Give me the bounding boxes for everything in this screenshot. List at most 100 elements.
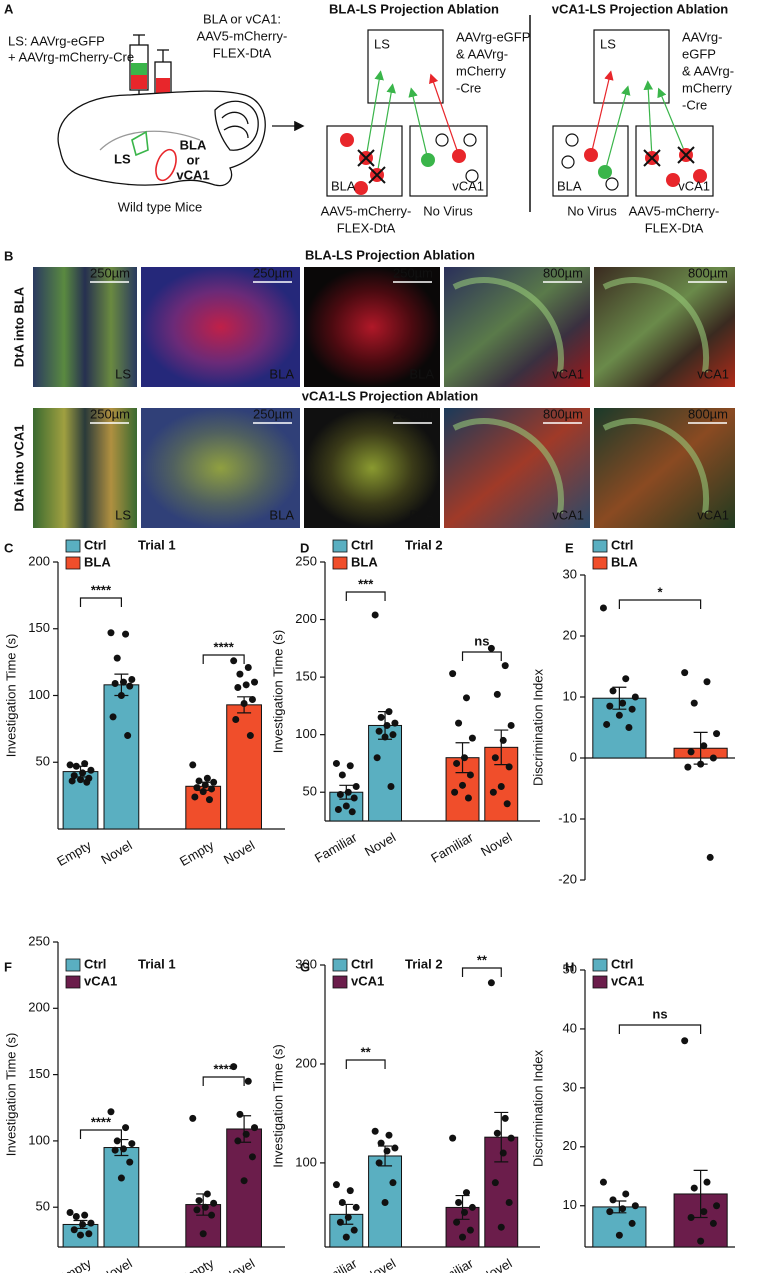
data-point — [346, 762, 354, 770]
y-tick-label: 50 — [36, 754, 50, 769]
scale-label: 250µm — [393, 265, 433, 280]
data-point — [107, 1108, 115, 1116]
y-tick-label: 150 — [28, 620, 50, 635]
y-tick-label: 200 — [295, 1055, 317, 1070]
virus-text: -Cre — [682, 97, 707, 112]
significance-bracket — [618, 599, 702, 609]
x-tick-label: Familiar — [428, 1255, 476, 1273]
data-point — [122, 630, 130, 638]
data-point — [468, 734, 476, 742]
y-tick-label: 20 — [563, 627, 577, 642]
significance-bracket — [345, 1059, 386, 1069]
data-point — [391, 1144, 399, 1152]
y-tick-label: 50 — [563, 961, 577, 976]
data-point — [248, 696, 256, 704]
scheme-title: vCA1-LS Projection Ablation — [552, 1, 729, 16]
data-point — [342, 802, 350, 810]
legend-label: BLA — [611, 554, 638, 569]
significance-bracket — [461, 967, 502, 977]
data-point — [111, 679, 119, 687]
legend-label: BLA — [351, 554, 378, 569]
chart-title: Trial 2 — [405, 956, 443, 971]
virus-text: AAV5-mCherry- — [321, 203, 412, 218]
error-bar — [237, 696, 252, 714]
data-point — [338, 771, 346, 779]
x-tick-label: Novel — [478, 830, 514, 860]
significance-label: **** — [214, 639, 235, 654]
data-point — [205, 796, 213, 804]
data-point — [195, 1197, 203, 1205]
data-point — [352, 1203, 360, 1211]
panel-label: F — [4, 959, 12, 974]
y-tick-label: 30 — [563, 566, 577, 581]
y-tick-label: 150 — [295, 669, 317, 684]
panel-label: E — [565, 540, 574, 555]
scale-label: 250µm — [90, 265, 130, 280]
caption: Wild type Mice — [118, 199, 203, 214]
region-label: vCA1 — [176, 167, 209, 182]
legend-swatch — [592, 556, 608, 570]
panel-label: A — [4, 1, 14, 16]
data-point — [373, 754, 381, 762]
significance-label: **** — [91, 1114, 112, 1129]
data-point — [501, 662, 509, 670]
box-label: vCA1 — [452, 178, 484, 193]
data-point — [599, 1178, 607, 1186]
legend-label: Ctrl — [84, 956, 106, 971]
data-point — [493, 1129, 501, 1137]
data-point — [606, 1208, 614, 1216]
significance-bracket — [79, 597, 122, 607]
data-point — [244, 1077, 252, 1085]
data-point — [81, 1211, 89, 1219]
data-point — [189, 761, 197, 769]
data-point — [122, 1124, 130, 1132]
panel-label: C — [4, 540, 14, 555]
scale-label: 800µm — [688, 265, 728, 280]
data-point — [459, 781, 467, 789]
data-point — [497, 1223, 505, 1231]
data-point — [487, 979, 495, 987]
data-point — [381, 1198, 389, 1206]
data-point — [619, 699, 627, 707]
bar — [103, 1147, 140, 1248]
row-side-label: DtA into BLA — [11, 286, 26, 367]
data-point — [350, 794, 358, 802]
x-tick-label: Empty — [177, 1255, 217, 1273]
data-point — [468, 1203, 476, 1211]
injection-text: AAV5-mCherry- — [197, 28, 288, 43]
data-point — [615, 711, 623, 719]
error-bar — [114, 673, 129, 697]
x-tick-label: Novel — [98, 838, 134, 868]
legend-swatch — [332, 975, 348, 989]
virus-text: FLEX-DtA — [645, 220, 704, 235]
data-point — [606, 702, 614, 710]
data-point — [455, 719, 463, 727]
data-point — [451, 788, 459, 796]
data-point — [466, 1226, 474, 1234]
scale-label: 250µm — [90, 406, 130, 421]
y-tick-label: 0 — [570, 749, 577, 764]
data-point — [493, 690, 501, 698]
data-point — [681, 669, 689, 677]
error-bar — [455, 742, 470, 774]
data-point — [371, 611, 379, 619]
box-label: vCA1 — [678, 178, 710, 193]
data-point — [709, 754, 717, 762]
data-point — [387, 782, 395, 790]
significance-bracket — [345, 591, 386, 601]
data-point — [385, 1131, 393, 1139]
data-point — [706, 853, 714, 861]
data-point — [497, 782, 505, 790]
data-point — [625, 724, 633, 731]
data-point — [599, 604, 607, 612]
data-point — [240, 1177, 248, 1185]
region-label: vCA1 — [697, 507, 729, 522]
y-tick-label: 250 — [295, 553, 317, 568]
error-bar — [237, 1115, 252, 1143]
data-point — [189, 1114, 197, 1122]
data-point — [377, 1139, 385, 1147]
legend-label: Ctrl — [611, 956, 633, 971]
data-point — [709, 1219, 717, 1227]
data-point — [491, 1179, 499, 1187]
significance-label: *** — [358, 576, 374, 591]
